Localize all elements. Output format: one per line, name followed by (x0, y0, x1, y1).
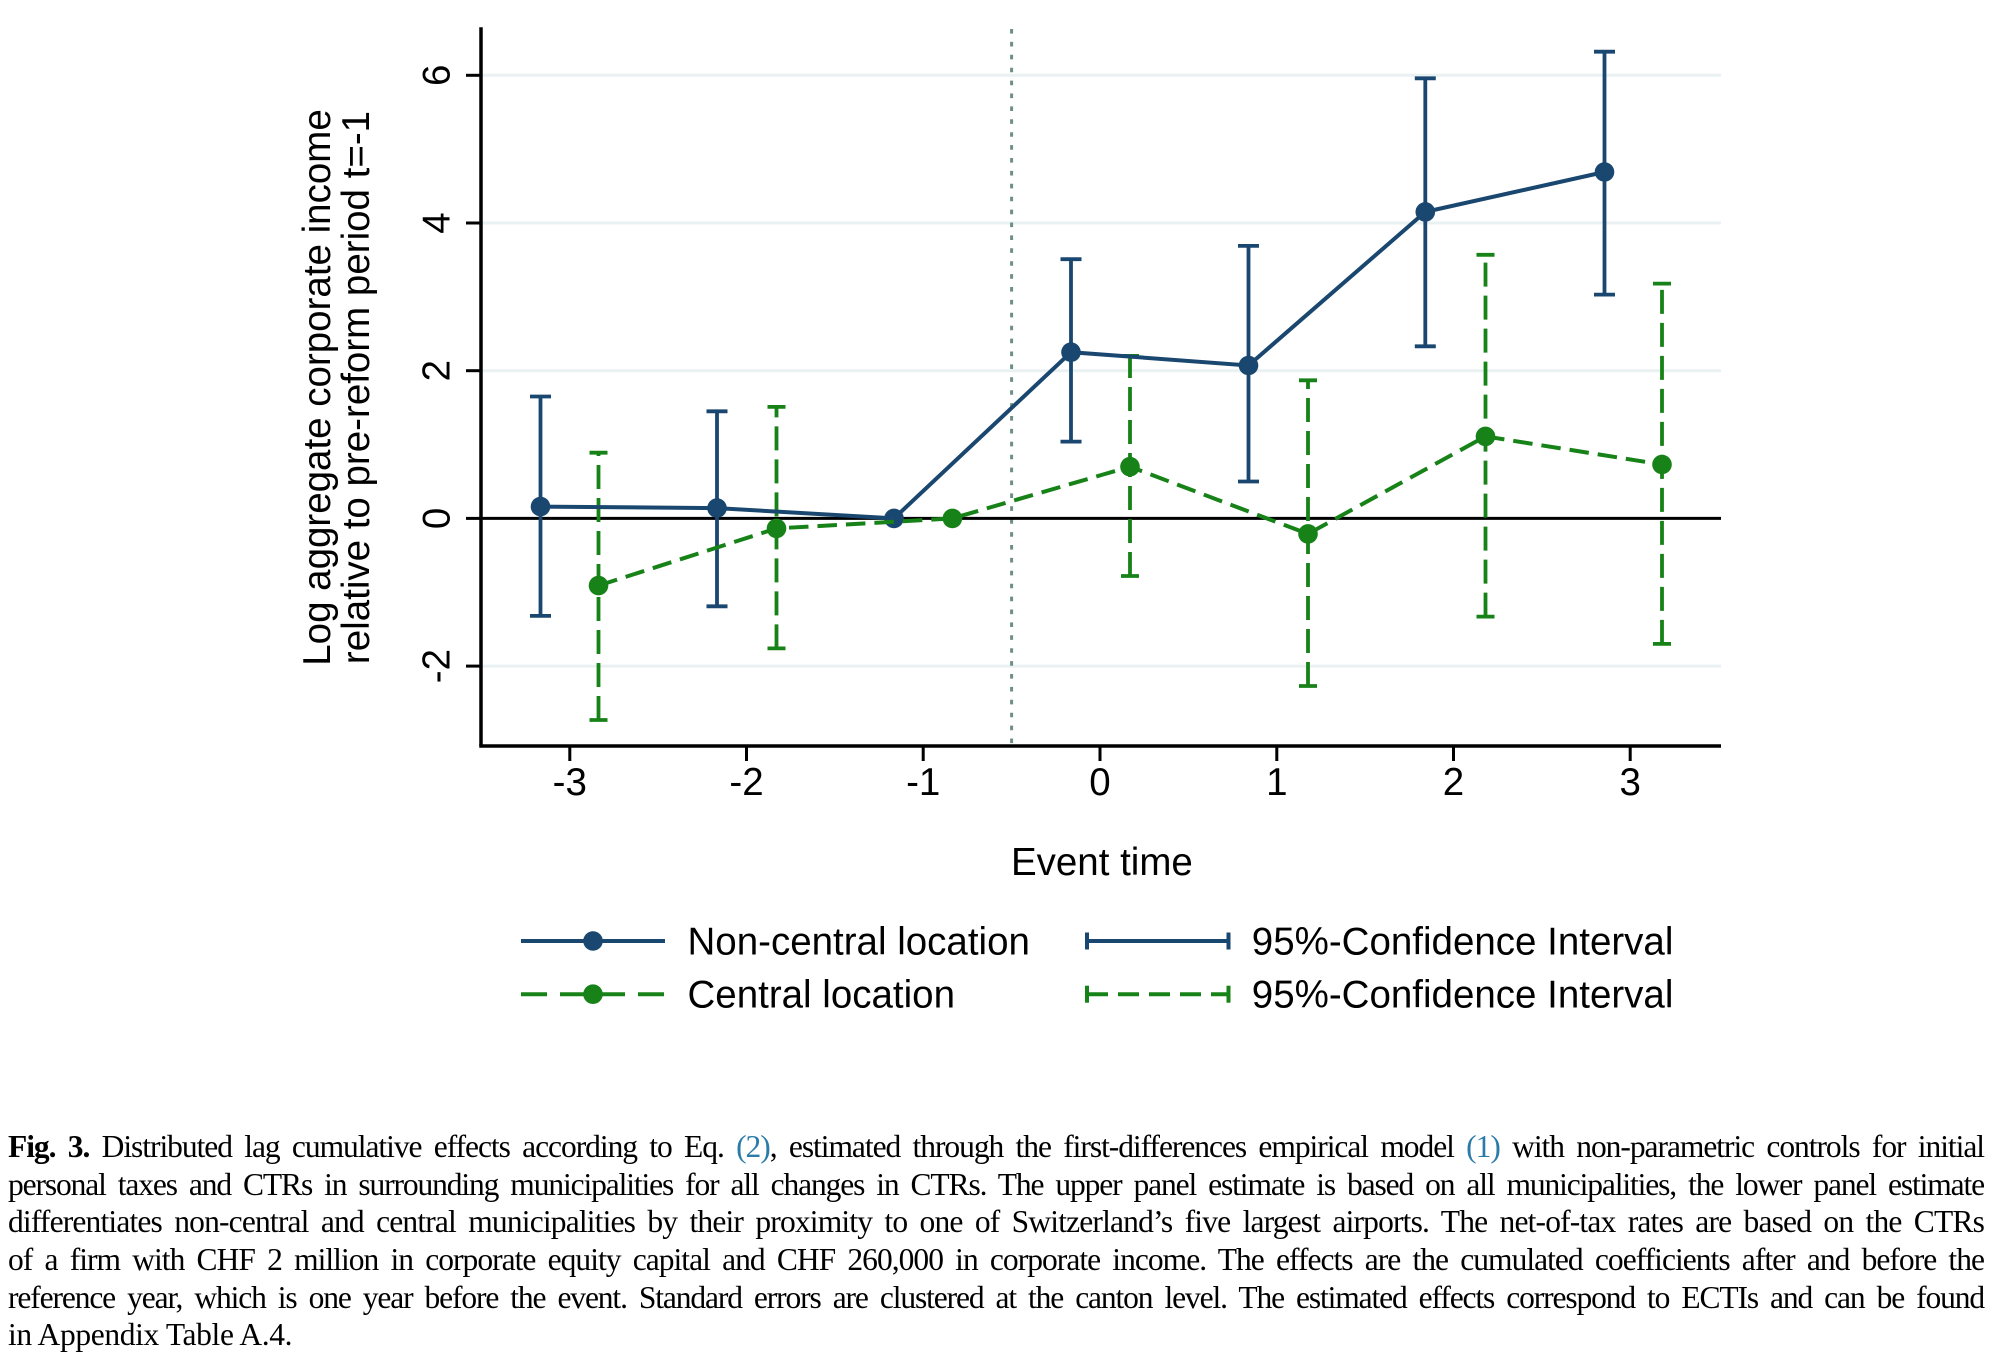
svg-text:0: 0 (1089, 761, 1110, 804)
svg-text:-1: -1 (906, 761, 940, 804)
svg-text:2: 2 (1443, 761, 1464, 804)
svg-text:95%-Confidence Interval: 95%-Confidence Interval (1252, 921, 1674, 964)
svg-text:Central location: Central location (688, 974, 956, 1017)
svg-text:-3: -3 (553, 761, 587, 804)
svg-text:relative to pre-reform period: relative to pre-reform period t=-1 (335, 111, 378, 664)
svg-text:3: 3 (1619, 761, 1640, 804)
svg-text:Non-central location: Non-central location (688, 921, 1030, 964)
svg-text:-2: -2 (416, 649, 459, 683)
svg-text:Log aggregate corporate income: Log aggregate corporate income (296, 109, 339, 665)
svg-text:4: 4 (416, 212, 459, 233)
svg-text:0: 0 (416, 508, 459, 529)
svg-text:6: 6 (416, 65, 459, 86)
svg-text:Event time: Event time (1011, 841, 1193, 884)
svg-text:-2: -2 (729, 761, 763, 804)
svg-text:1: 1 (1266, 761, 1287, 804)
svg-text:95%-Confidence Interval: 95%-Confidence Interval (1252, 974, 1674, 1017)
svg-text:2: 2 (416, 360, 459, 381)
